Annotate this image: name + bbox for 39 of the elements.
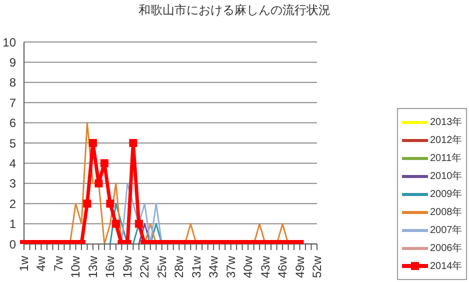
x-tick-label: 25w bbox=[154, 256, 169, 278]
x-tick-label: 22w bbox=[138, 256, 152, 278]
chart-title: 和歌山市における麻しんの流行状況 bbox=[138, 2, 332, 19]
y-tick-label: 2 bbox=[9, 196, 16, 211]
y-tick-label: 0 bbox=[9, 237, 16, 252]
y-tick-label: 6 bbox=[9, 116, 16, 130]
x-tick-label: 52w bbox=[310, 256, 324, 278]
y-tick-label: 1 bbox=[9, 217, 16, 232]
x-tick-label: 34w bbox=[206, 256, 221, 278]
legend-label: 2011年 bbox=[430, 152, 462, 165]
x-tick-label: 13w bbox=[86, 256, 100, 278]
y-tick-label: 7 bbox=[9, 96, 16, 110]
y-tick-label: 4 bbox=[9, 156, 16, 170]
x-tick-label: 4w bbox=[34, 256, 48, 272]
legend-label: 2013年 bbox=[430, 116, 462, 129]
x-tick-label: 7w bbox=[51, 256, 66, 272]
x-tick-label: 31w bbox=[189, 256, 204, 278]
y-tick-label: 3 bbox=[9, 176, 16, 191]
x-tick-label: 46w bbox=[276, 256, 290, 278]
legend-label: 2009年 bbox=[430, 188, 462, 201]
x-tick-label: 37w bbox=[224, 256, 238, 278]
legend-label: 2014年 bbox=[430, 260, 462, 273]
legend-label: 2008年 bbox=[430, 206, 462, 219]
y-tick-label: 5 bbox=[9, 136, 16, 150]
x-tick-label: 43w bbox=[258, 256, 272, 278]
y-tick-label: 8 bbox=[9, 76, 16, 90]
x-tick-label: 1w bbox=[17, 256, 31, 272]
x-tick-label: 28w bbox=[172, 256, 186, 278]
legend-label: 2007年 bbox=[430, 224, 462, 237]
x-tick-label: 49w bbox=[292, 256, 307, 278]
x-tick-label: 10w bbox=[68, 256, 83, 278]
y-tick-label: 9 bbox=[9, 55, 16, 70]
y-tick-label: 10 bbox=[2, 35, 16, 50]
x-tick-label: 40w bbox=[241, 256, 256, 278]
x-tick-label: 19w bbox=[120, 256, 134, 278]
legend-label: 2012年 bbox=[430, 134, 462, 147]
legend-label: 2006年 bbox=[430, 242, 462, 255]
x-tick-label: 16w bbox=[103, 256, 118, 278]
legend-label: 2010年 bbox=[430, 170, 462, 183]
